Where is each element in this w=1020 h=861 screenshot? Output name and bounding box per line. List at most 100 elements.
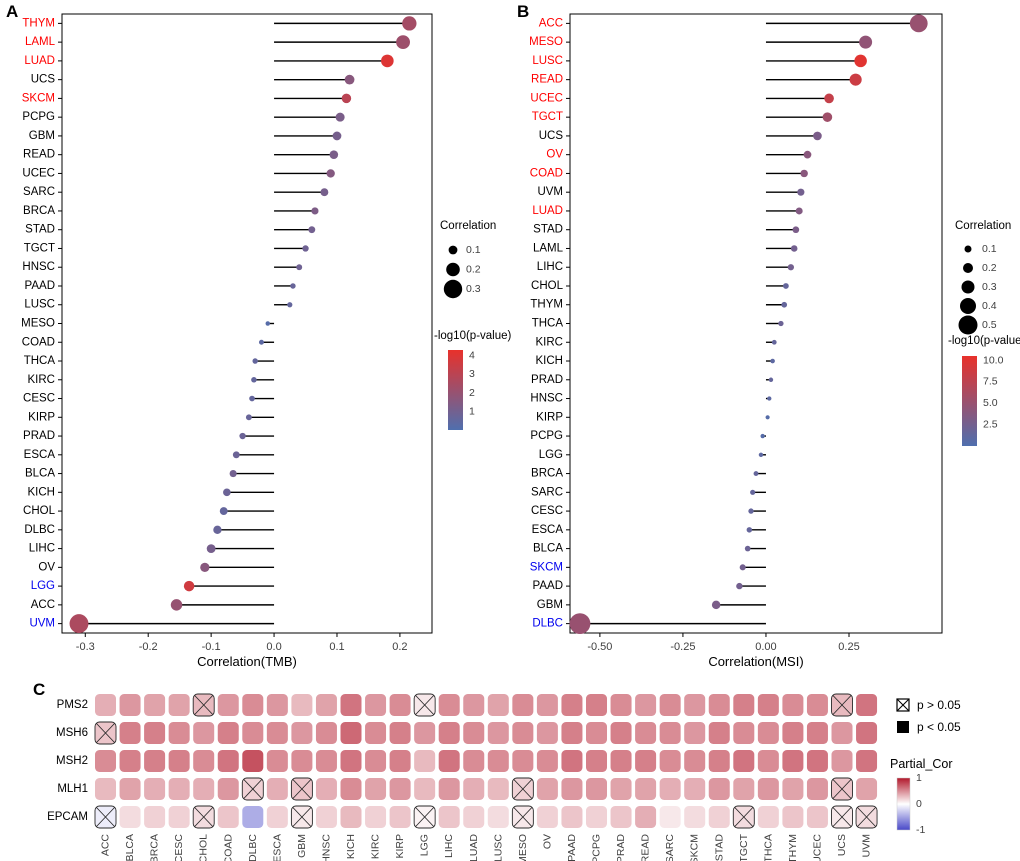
heatmap-cell-PMS2-HNSC [315, 694, 337, 716]
y-axis-label-KICH: KICH [536, 355, 563, 367]
lollipop-dot-LAML [790, 245, 798, 252]
size-legend-label: 0.1 [982, 243, 997, 255]
heatmap-cell-MSH2-SKCM [684, 750, 706, 772]
heatmap-cell-PMS2-DLBC [242, 694, 264, 716]
pvalue-colorbar [962, 356, 977, 446]
lollipop-dot-PRAD [239, 432, 246, 440]
heatmap-cell-MSH6-STAD [708, 722, 730, 744]
lollipop-dot-CESC [249, 395, 255, 402]
size-legend-dot [448, 245, 458, 255]
row-label-PMS2: PMS2 [57, 699, 88, 711]
y-axis-label-ACC: ACC [31, 599, 55, 611]
heatmap-cell-MSH2-UCEC [806, 750, 828, 772]
heatmap-cell-MSH2-LGG [414, 750, 436, 772]
x-axis-title: Correlation(TMB) [197, 654, 297, 669]
col-label-BLCA: BLCA [124, 834, 136, 861]
size-legend-label: 0.3 [466, 283, 481, 295]
y-axis-label-THCA: THCA [532, 318, 564, 330]
heatmap-cell-MSH6-KIRP [389, 722, 411, 744]
col-label-THCA: THCA [762, 834, 774, 861]
heatmap-cell-MSH2-UVM [856, 750, 878, 772]
lollipop-dot-LUAD [795, 207, 803, 215]
heatmap-cell-MLH1-TGCT [733, 778, 755, 800]
heatmap-cell-EPCAM-PAAD [561, 806, 583, 828]
not-significant-cross [415, 695, 434, 715]
heatmap-cell-MSH2-PCPG [586, 750, 607, 772]
colorbar-tick-label: 7.5 [983, 376, 998, 388]
heatmap-cell-MLH1-KIRP [389, 778, 411, 800]
lollipop-dot-KIRP [245, 414, 252, 421]
color-legend-title: -log10(p-value) [434, 330, 512, 342]
heatmap-cell-EPCAM-STAD [708, 806, 730, 828]
heatmap-cell-PMS2-PAAD [561, 694, 583, 716]
partial-cor-tick-label: 0 [916, 798, 922, 810]
y-axis-label-HNSC: HNSC [22, 261, 55, 273]
y-axis-label-DLBC: DLBC [532, 618, 563, 630]
size-legend-label: 0.2 [466, 264, 481, 276]
lollipop-dot-UCS [344, 74, 355, 85]
heatmap-cell-MLH1-CESC [168, 778, 190, 800]
heatmap-cell-EPCAM-SKCM [684, 806, 706, 828]
col-label-STAD: STAD [713, 834, 725, 861]
y-axis-label-THCA: THCA [24, 355, 56, 367]
heatmap-cell-MSH2-ACC [95, 750, 116, 772]
heatmap-cell-MLH1-LUAD [463, 778, 485, 800]
lollipop-dot-ESCA [746, 527, 753, 533]
x-tick-label: -0.3 [76, 641, 95, 653]
lollipop-dot-BRCA [753, 471, 759, 477]
lollipop-dot-SKCM [341, 93, 352, 104]
not-significant-cross [243, 779, 263, 799]
not-significant-cross [832, 779, 852, 799]
y-axis-label-KIRC: KIRC [28, 374, 55, 386]
y-axis-label-TGCT: TGCT [24, 242, 55, 254]
y-axis-label-PCPG: PCPG [22, 111, 55, 123]
lollipop-dot-UCS [813, 131, 822, 141]
heatmap-cell-EPCAM-LIHC [438, 806, 460, 828]
lollipop-dot-MESO [265, 321, 271, 326]
col-label-COAD: COAD [222, 834, 234, 861]
col-label-READ: READ [640, 834, 652, 861]
lollipop-dot-PAAD [290, 283, 296, 289]
heatmap-cell-EPCAM-SARC [659, 806, 681, 828]
heatmap-cell-EPCAM-READ [635, 806, 657, 828]
heatmap-cell-MSH2-BRCA [144, 750, 166, 772]
lollipop-dot-THCA [778, 320, 784, 327]
panel-a-label: A [6, 2, 19, 21]
lollipop-dot-ACC [909, 14, 928, 33]
heatmap-cell-PMS2-LUSC [487, 694, 509, 716]
heatmap-cell-MLH1-UVM [856, 778, 878, 800]
heatmap-cell-MSH2-CHOL [193, 750, 215, 772]
y-axis-label-CHOL: CHOL [23, 505, 56, 517]
panel-a-chart: -0.3 -0.2 -0.1 0.0 0.1 0.2 Correlation(TMB) THY… [21, 13, 512, 669]
y-axis-label-LIHC: LIHC [29, 543, 55, 555]
lollipop-dot-CESC [748, 508, 754, 514]
lollipop-dot-THCA [252, 358, 258, 364]
heatmap-cell-PMS2-KIRP [389, 694, 411, 716]
colorbar-tick-label: 1 [469, 405, 475, 417]
lollipop-dot-LUSC [854, 54, 867, 68]
lollipop-dot-LUSC [287, 302, 293, 308]
heatmap-cell-MSH6-KICH [340, 722, 362, 744]
col-label-PAAD: PAAD [566, 834, 578, 861]
y-axis-label-LUSC: LUSC [532, 55, 563, 67]
lollipop-dot-KICH [223, 488, 231, 497]
heatmap-cell-MLH1-COAD [217, 778, 239, 800]
heatmap-cell-MSH2-TGCT [733, 750, 755, 772]
heatmap-cell-EPCAM-CESC [168, 806, 190, 828]
heatmap-cell-MSH2-KIRP [389, 750, 411, 772]
heatmap-cell-MSH6-THCA [757, 722, 779, 744]
y-axis-label-COAD: COAD [22, 336, 55, 348]
lollipop-dot-KIRC [251, 377, 257, 383]
y-axis-label-UCEC: UCEC [22, 167, 55, 179]
size-legend-label: 0.1 [466, 244, 481, 256]
heatmap-cell-PMS2-LIHC [438, 694, 460, 716]
lollipop-dot-PCPG [335, 112, 345, 122]
lollipop-dot-DLBC [213, 525, 222, 534]
y-axis-label-TGCT: TGCT [532, 111, 563, 123]
partial-cor-legend-title: Partial_Cor [890, 757, 953, 771]
heatmap-cell-PMS2-COAD [217, 694, 239, 716]
y-axis-label-LUAD: LUAD [532, 205, 563, 217]
size-legend-label: 0.3 [982, 281, 997, 293]
colorbar-tick-label: 4 [469, 350, 475, 362]
col-label-GBM: GBM [296, 834, 308, 858]
